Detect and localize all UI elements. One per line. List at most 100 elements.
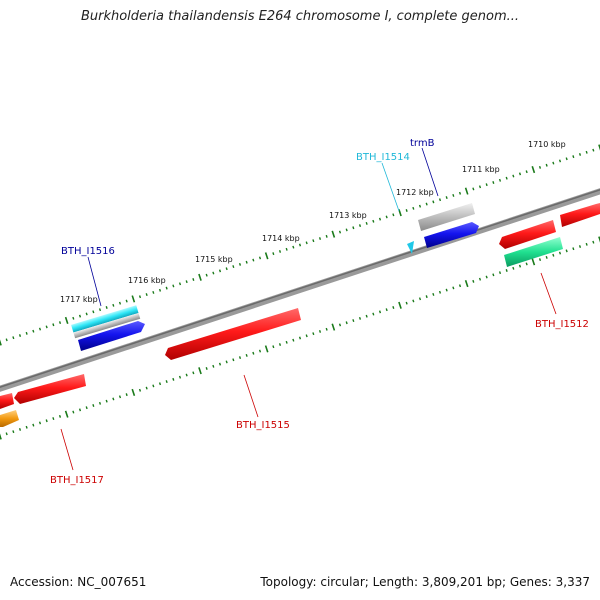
gene-arrow-red-edge[interactable] xyxy=(0,393,14,409)
gene-arrow-blue-1516[interactable] xyxy=(78,321,145,351)
minor-tick xyxy=(392,213,395,217)
minor-tick xyxy=(578,245,582,248)
minor-tick xyxy=(152,384,155,388)
gene-arrow-trmb[interactable] xyxy=(424,222,479,248)
major-tick xyxy=(398,301,402,309)
gene-label-bth-i1514[interactable]: BTH_I1514 xyxy=(356,152,410,163)
minor-tick xyxy=(458,191,462,195)
major-tick xyxy=(198,367,202,375)
minor-tick xyxy=(438,290,442,294)
minor-tick xyxy=(478,185,482,189)
minor-tick xyxy=(272,252,275,256)
minor-tick xyxy=(92,404,95,407)
gene-bth-i1512[interactable] xyxy=(504,237,563,267)
tick-label-1714: 1714 kbp xyxy=(262,234,300,243)
minor-tick xyxy=(58,414,62,418)
minor-tick xyxy=(18,428,22,431)
major-tick xyxy=(531,165,536,174)
minor-tick xyxy=(78,408,82,412)
minor-tick xyxy=(358,316,362,320)
minor-tick xyxy=(365,314,368,318)
minor-tick xyxy=(305,241,308,245)
chromosome-backbone xyxy=(0,188,600,392)
minor-tick xyxy=(412,206,415,210)
minor-tick xyxy=(585,150,588,154)
gene-arrow-red-left[interactable] xyxy=(14,374,86,404)
gene-label-bth-i1512[interactable]: BTH_I1512 xyxy=(535,319,589,330)
major-tick xyxy=(198,273,202,281)
gene-label-trmb[interactable]: trmB xyxy=(410,138,435,149)
gene-trmb-gray[interactable] xyxy=(418,203,475,231)
major-tick xyxy=(264,345,269,353)
minor-tick xyxy=(232,358,235,362)
minor-tick xyxy=(172,377,175,381)
minor-tick xyxy=(585,242,588,246)
minor-tick xyxy=(38,421,42,425)
leader-trmb xyxy=(421,147,439,197)
minor-tick xyxy=(138,295,142,299)
gene-label-bth-i1515[interactable]: BTH_I1515 xyxy=(236,420,290,431)
gene-label-bth-i1516[interactable]: BTH_I1516 xyxy=(61,246,115,257)
minor-tick xyxy=(492,273,495,277)
major-tick xyxy=(598,144,600,151)
minor-tick xyxy=(372,219,375,223)
gene-arrow-red-right-outer[interactable] xyxy=(560,203,600,227)
gene-bth-i1516[interactable] xyxy=(71,305,141,339)
minor-tick xyxy=(525,262,528,266)
minor-tick xyxy=(505,176,508,180)
minor-tick xyxy=(412,299,415,303)
minor-tick xyxy=(72,410,75,414)
tick-label-1717: 1717 kbp xyxy=(60,295,98,304)
minor-tick xyxy=(185,280,188,284)
minor-tick xyxy=(385,308,388,312)
minor-tick xyxy=(378,310,382,314)
gene-arrow-orange-edge[interactable] xyxy=(0,410,19,427)
leader-bth-i1512 xyxy=(540,272,557,315)
minor-tick xyxy=(205,367,208,370)
minor-tick xyxy=(232,265,235,269)
minor-tick xyxy=(438,198,442,202)
tick-label-1710: 1710 kbp xyxy=(528,140,566,149)
minor-tick xyxy=(538,165,542,169)
tick-track-inner xyxy=(0,236,600,440)
minor-tick xyxy=(252,351,255,355)
minor-tick xyxy=(212,271,215,275)
minor-tick xyxy=(258,256,262,260)
minor-tick xyxy=(212,364,215,368)
minor-tick xyxy=(112,303,115,307)
minor-tick xyxy=(125,393,128,397)
minor-tick xyxy=(525,170,528,174)
minor-tick xyxy=(572,247,575,251)
minor-tick xyxy=(458,284,462,288)
minor-tick xyxy=(238,356,242,360)
minor-tick xyxy=(12,430,15,434)
minor-tick xyxy=(205,273,208,277)
major-tick xyxy=(64,410,69,418)
gene-arrow-red-right-inner[interactable] xyxy=(499,220,556,249)
minor-tick xyxy=(285,247,288,251)
minor-tick xyxy=(592,148,595,152)
major-tick xyxy=(64,316,69,325)
minor-tick xyxy=(478,277,482,281)
minor-tick xyxy=(18,334,22,337)
gene-bth-i1514-marker[interactable] xyxy=(407,241,414,254)
minor-tick xyxy=(298,336,302,340)
tick-label-1711: 1711 kbp xyxy=(462,165,500,174)
gene-bth-i1515[interactable] xyxy=(165,308,301,360)
minor-tick xyxy=(545,163,548,167)
minor-tick xyxy=(58,321,62,325)
minor-tick xyxy=(558,251,562,255)
minor-tick xyxy=(518,264,522,268)
minor-tick xyxy=(445,288,448,292)
minor-tick xyxy=(218,362,222,366)
minor-tick xyxy=(512,266,515,270)
minor-tick xyxy=(45,325,48,329)
minor-tick xyxy=(272,345,275,349)
major-tick xyxy=(598,236,600,243)
minor-tick xyxy=(498,178,502,182)
tick-label-1713: 1713 kbp xyxy=(329,211,367,220)
major-tick xyxy=(464,279,469,288)
gene-label-bth-i1517[interactable]: BTH_I1517 xyxy=(50,475,104,486)
minor-tick xyxy=(292,338,295,342)
